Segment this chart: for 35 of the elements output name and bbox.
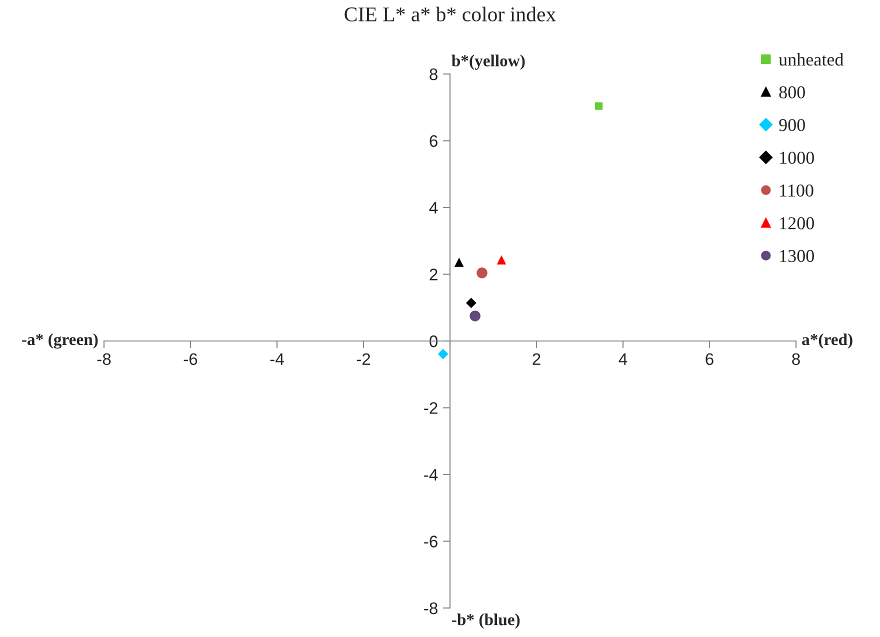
text: -b* (blue) [452,614,520,629]
point [466,298,476,308]
y-tick-label: 4 [429,202,438,214]
legend-label: unheated [778,52,844,66]
point [476,268,488,278]
legend-label: 900 [779,118,805,132]
x-tick-label: -6 [184,353,198,366]
point [454,258,464,267]
point [496,255,506,265]
x-tick-label: -8 [97,353,111,366]
x-tick-label: -2 [356,353,370,365]
x-tick-label: 6 [706,353,714,366]
x-tick-label: 4 [618,353,628,365]
y-tick-label: -4 [424,469,438,481]
legend-label: 1300 [780,250,814,262]
y-tick-label: 2 [430,268,438,280]
x-tick-label: 8 [792,353,800,366]
legend-label: 1100 [780,184,814,197]
chart-title: CIE L* a* b* color index [344,6,556,22]
y-tick-label: 6 [430,135,438,147]
legend-label: 1200 [780,217,814,230]
point [594,102,603,110]
x-tick-label: -4 [270,353,284,365]
legend-label: 800 [779,86,805,98]
text: -a* (green) [22,333,98,349]
x-tick-label: 2 [532,353,540,365]
legend-label: 1000 [780,152,814,164]
x-axis-title: a*(red) [802,333,852,349]
y-tick-label: -8 [424,602,438,614]
y-tick-label: 8 [430,68,438,80]
y-tick-label: -6 [424,536,438,548]
point [438,348,448,360]
y-axis-title: b*(yellow) [452,54,525,70]
point [470,310,480,322]
y-tick-label: -2 [424,402,438,414]
